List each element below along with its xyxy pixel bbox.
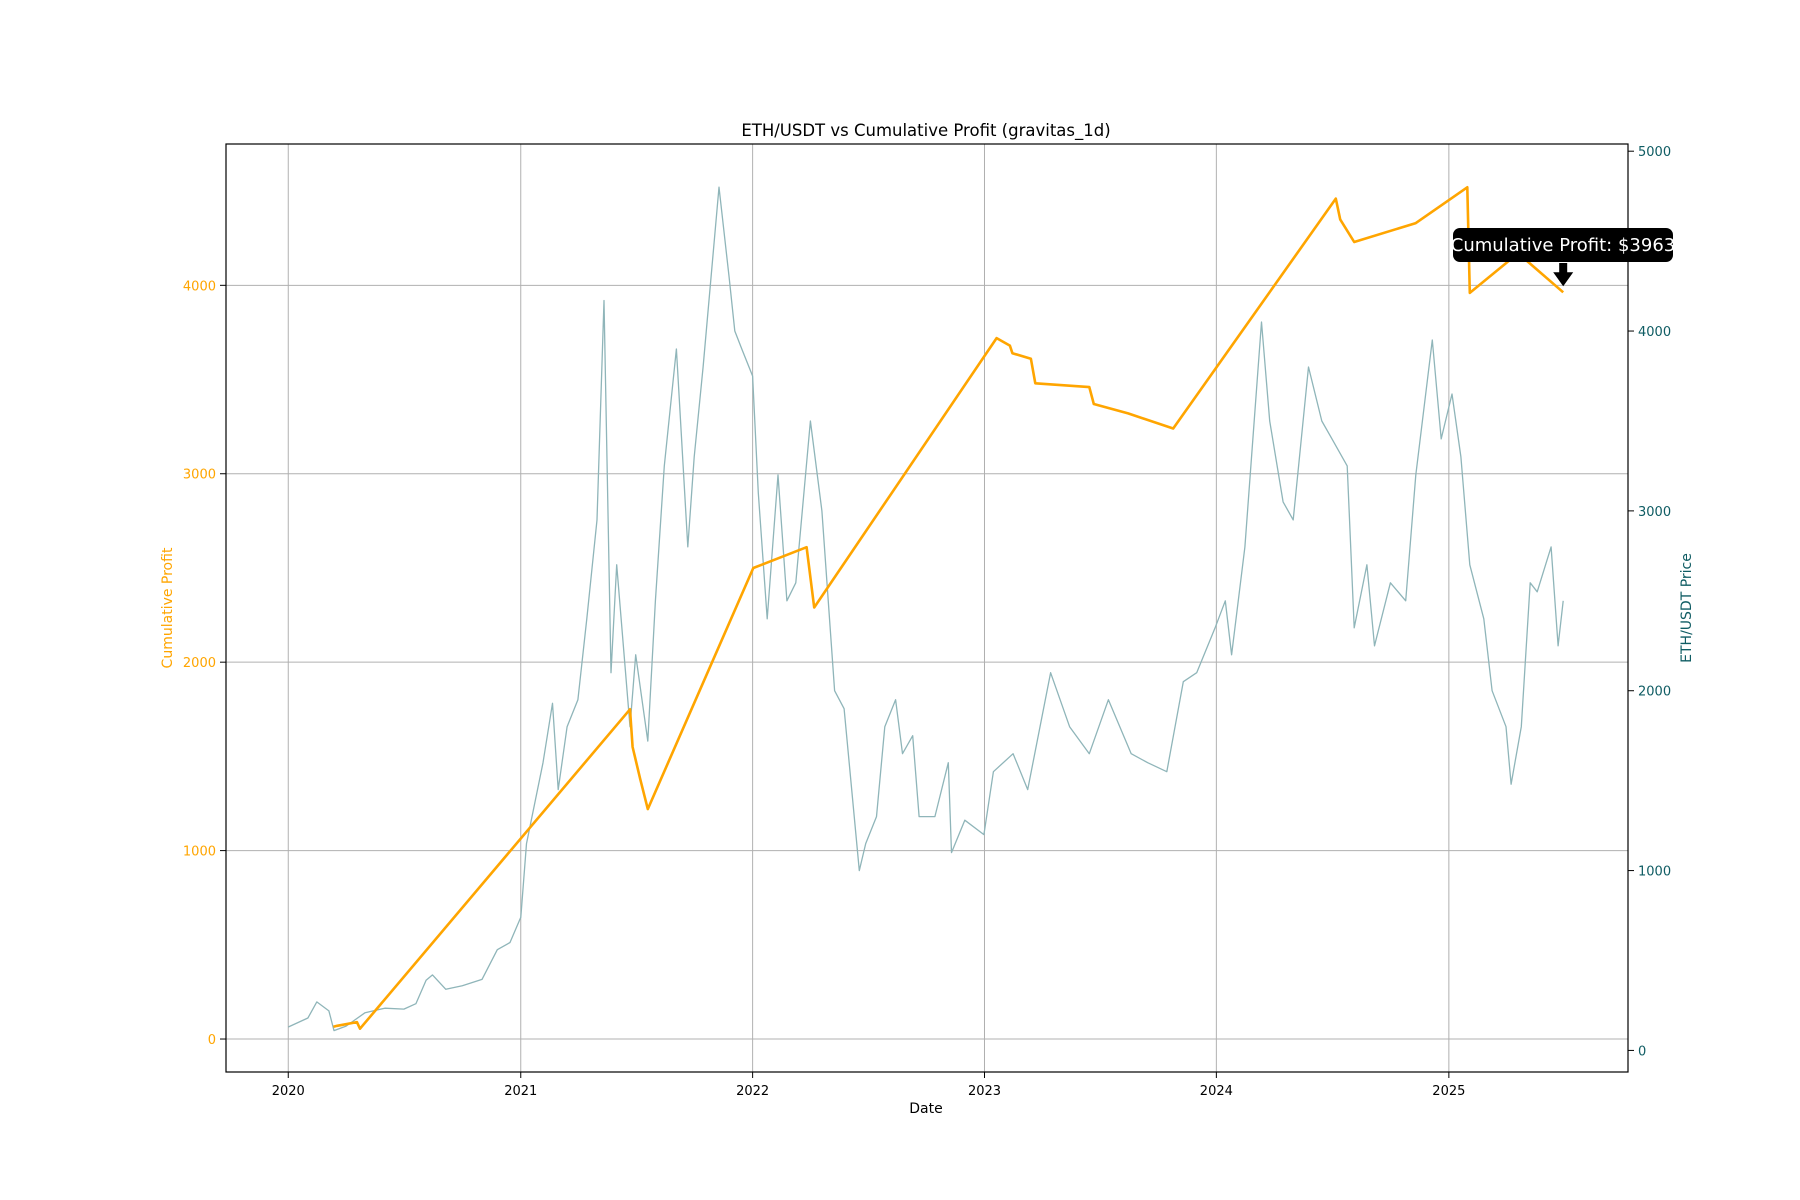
- right-y-tick-label: 0: [1638, 1044, 1646, 1059]
- left-y-tick-label: 2000: [183, 656, 216, 671]
- left-y-axis: 0 1000 2000 3000 4000: [183, 279, 226, 1048]
- left-y-tick-label: 4000: [183, 279, 216, 294]
- left-y-tick-label: 1000: [183, 845, 216, 860]
- right-y-tick-label: 1000: [1638, 865, 1671, 880]
- right-y-tick-label: 3000: [1638, 505, 1671, 520]
- x-tick-label: 2023: [968, 1084, 1001, 1099]
- left-y-axis-label: Cumulative Profit: [160, 547, 176, 668]
- x-tick-label: 2020: [272, 1084, 305, 1099]
- x-tick-label: 2021: [504, 1084, 537, 1099]
- annotation-box: [1453, 228, 1673, 262]
- right-y-axis: 0 1000 2000 3000 4000 5000: [1628, 145, 1671, 1059]
- right-y-tick-label: 2000: [1638, 685, 1671, 700]
- x-axis-label: Date: [909, 1101, 942, 1117]
- x-axis: 2020 2021 2022 2023 2024 2025: [272, 1072, 1465, 1099]
- x-tick-label: 2024: [1200, 1084, 1233, 1099]
- x-tick-label: 2025: [1432, 1084, 1465, 1099]
- right-y-axis-label: ETH/USDT Price: [1679, 553, 1695, 663]
- grid: [226, 144, 1628, 1072]
- left-y-tick-label: 0: [208, 1033, 216, 1048]
- chart-title: ETH/USDT vs Cumulative Profit (gravitas_…: [741, 121, 1110, 141]
- profit-line: [333, 186, 1565, 1030]
- x-tick-label: 2022: [736, 1084, 769, 1099]
- profit-annotation: Cumulative Profit: $3963: [1451, 228, 1675, 287]
- right-y-tick-label: 5000: [1638, 145, 1671, 160]
- profit-series-layer: [333, 186, 1565, 1030]
- plot-frame: [225, 143, 1629, 1073]
- annotation-text: Cumulative Profit: $3963: [1451, 235, 1675, 256]
- annotation-arrow: [1553, 263, 1574, 287]
- right-y-tick-label: 4000: [1638, 325, 1671, 340]
- left-y-tick-label: 3000: [183, 468, 216, 483]
